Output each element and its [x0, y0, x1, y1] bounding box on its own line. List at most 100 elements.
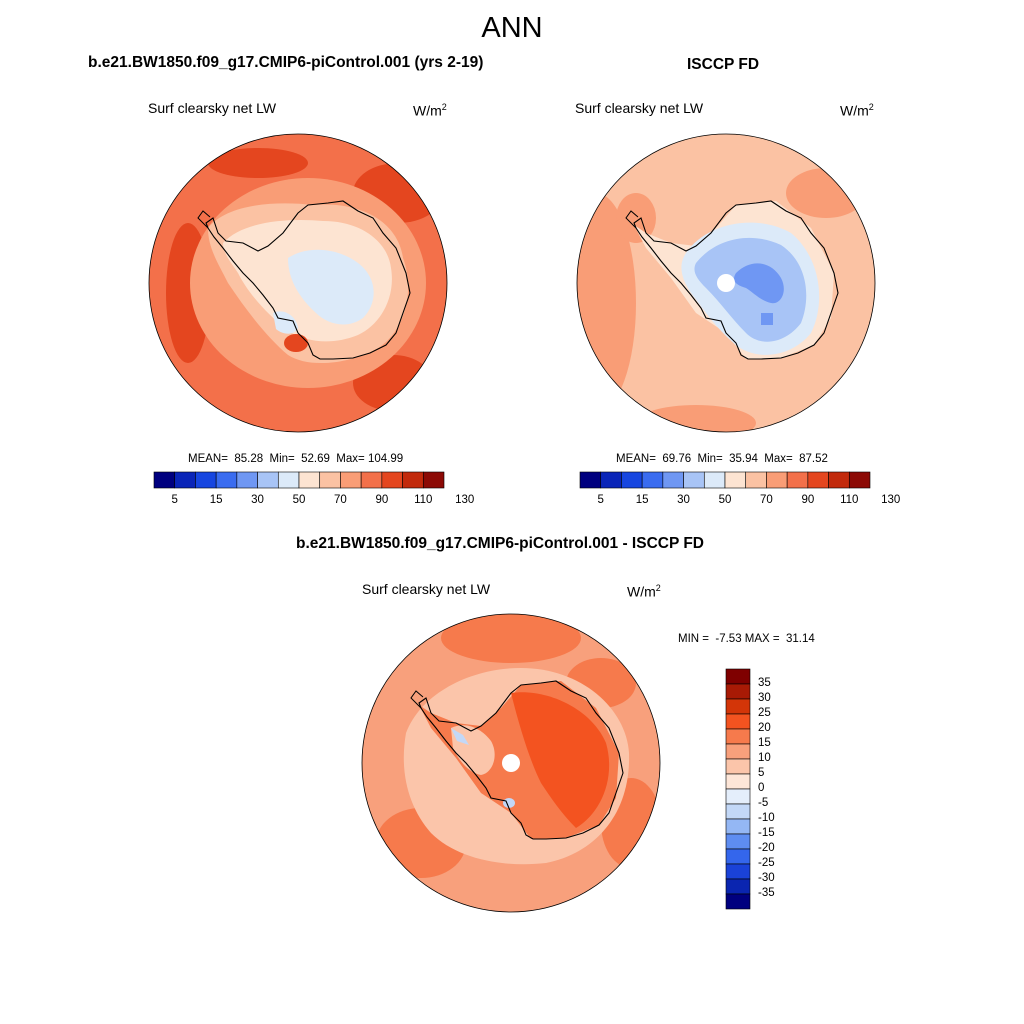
colorbar-tick-label: 50 — [292, 494, 306, 506]
panel1-polar-map — [148, 133, 448, 433]
colorbar-swatch — [725, 743, 751, 760]
panel2-variable-label: Surf clearsky net LW — [575, 100, 704, 116]
panel3-colorbar — [725, 668, 751, 910]
panel2-pole-hole — [717, 274, 735, 292]
panel1-plateau — [288, 249, 374, 325]
colorbar-swatch — [725, 803, 751, 820]
colorbar-tick-label: 30 — [251, 494, 264, 506]
colorbar-tick-label: -20 — [758, 842, 775, 854]
panel1-colorbar — [153, 471, 445, 489]
panel1-variable-label: Surf clearsky net LW — [148, 100, 277, 116]
colorbar-tick-label: 25 — [758, 707, 771, 719]
colorbar-tick-label: -35 — [758, 887, 775, 899]
colorbar-tick-label: 110 — [414, 494, 433, 506]
panel2-low-spot — [761, 313, 773, 325]
panel2-title: ISCCP FD — [687, 56, 760, 73]
colorbar-tick-label: -5 — [758, 797, 769, 809]
panel2-warm-patch-south — [636, 405, 756, 432]
colorbar-tick-label: 110 — [840, 494, 859, 506]
panel1-ross-hotspot — [284, 334, 308, 352]
colorbar-swatch — [340, 471, 362, 489]
colorbar-swatch — [725, 773, 751, 790]
colorbar-tick-label: 15 — [758, 737, 771, 749]
colorbar-swatch — [174, 471, 196, 489]
colorbar-swatch — [725, 728, 751, 745]
colorbar-swatch — [725, 668, 751, 685]
colorbar-tick-label: 30 — [677, 494, 690, 506]
colorbar-swatch — [153, 471, 176, 489]
panel2-warm-patch-north — [616, 193, 656, 243]
colorbar-tick-label: 50 — [718, 494, 732, 506]
colorbar-swatch — [725, 713, 751, 730]
panel3-peninsula-outline — [410, 690, 424, 709]
colorbar-swatch — [662, 471, 684, 489]
colorbar-tick-label: 15 — [209, 494, 223, 506]
panel3-negative-spot — [503, 798, 515, 808]
colorbar-swatch — [848, 471, 871, 489]
panel3-negative-bay — [451, 728, 469, 745]
season-title: ANN — [481, 12, 543, 44]
panel1-coastline — [205, 200, 411, 360]
colorbar-tick-label: 15 — [635, 494, 649, 506]
panel2-colorbar — [579, 471, 871, 489]
colorbar-tick-label: 90 — [375, 494, 389, 506]
panel3-coastline — [418, 680, 624, 840]
colorbar-swatch — [725, 698, 751, 715]
panel2-warm-patch-northeast — [786, 168, 866, 218]
colorbar-swatch — [725, 848, 751, 865]
panel1-stats: MEAN= 85.28 Min= 52.69 Max= 104.99 — [188, 453, 404, 465]
colorbar-swatch — [277, 471, 300, 489]
panel2-polar-map — [576, 133, 876, 433]
panel2-peninsula-outline — [625, 210, 639, 229]
colorbar-tick-label: -25 — [758, 857, 775, 869]
panel3-pole-hole — [502, 754, 520, 772]
colorbar-swatch — [621, 471, 643, 489]
panel3-continent-hot — [511, 692, 610, 828]
panel2-warm-patch-west — [577, 193, 636, 413]
colorbar-swatch — [725, 683, 751, 700]
panel2-stats: MEAN= 69.76 Min= 35.94 Max= 87.52 — [616, 453, 828, 465]
colorbar-swatch — [828, 471, 850, 489]
colorbar-tick-label: 0 — [758, 782, 765, 794]
panel2-plateau-low — [734, 263, 784, 304]
panel3-units: W/m2 — [627, 583, 661, 600]
colorbar-swatch — [641, 471, 664, 489]
colorbar-swatch — [257, 471, 279, 489]
panel3-variable-label: Surf clearsky net LW — [362, 581, 491, 597]
colorbar-swatch — [724, 471, 747, 489]
colorbar-swatch — [725, 758, 751, 775]
panel2-units: W/m2 — [840, 102, 874, 119]
colorbar-tick-label: 30 — [758, 692, 771, 704]
panel1-peninsula-outline — [197, 210, 211, 229]
colorbar-swatch — [766, 471, 788, 489]
colorbar-swatch — [725, 878, 751, 895]
colorbar-swatch — [195, 471, 217, 489]
colorbar-tick-label: -10 — [758, 812, 775, 824]
colorbar-swatch — [683, 471, 705, 489]
colorbar-swatch — [745, 471, 767, 489]
panel1-peninsula-low — [273, 311, 298, 334]
colorbar-swatch — [402, 471, 424, 489]
colorbar-swatch — [579, 471, 602, 489]
colorbar-swatch — [319, 471, 341, 489]
panel3-warm-patch-north — [441, 614, 581, 663]
colorbar-tick-label: 90 — [801, 494, 815, 506]
colorbar-swatch — [725, 818, 751, 835]
colorbar-tick-label: -15 — [758, 827, 775, 839]
colorbar-tick-label: 5 — [758, 767, 765, 779]
colorbar-swatch — [236, 471, 258, 489]
colorbar-swatch — [298, 471, 321, 489]
colorbar-tick-label: -30 — [758, 872, 775, 884]
colorbar-swatch — [725, 833, 751, 850]
colorbar-tick-label: 130 — [881, 494, 901, 506]
colorbar-swatch — [360, 471, 383, 489]
colorbar-swatch — [703, 471, 726, 489]
colorbar-swatch — [215, 471, 238, 489]
panel3-stats: MIN = -7.53 MAX = 31.14 — [678, 633, 815, 645]
colorbar-tick-label: 5 — [597, 494, 604, 506]
panel1-dark-patch-north — [208, 148, 308, 178]
colorbar-swatch — [381, 471, 403, 489]
colorbar-tick-label: 35 — [758, 677, 771, 689]
panel2-coastline — [633, 200, 839, 360]
colorbar-tick-label: 20 — [758, 722, 771, 734]
